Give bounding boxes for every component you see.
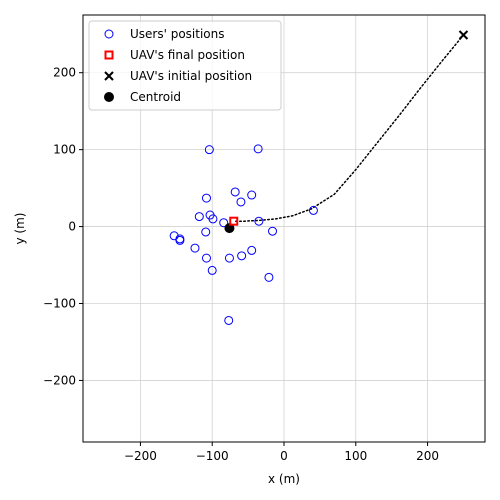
x-tick-label: −100 — [196, 449, 229, 463]
x-tick-label: 0 — [280, 449, 288, 463]
user-position-point — [236, 197, 246, 207]
legend-marker — [104, 92, 114, 102]
legend-label: UAV's initial position — [130, 69, 252, 83]
user-position-point — [230, 187, 240, 197]
user-position-point — [201, 227, 211, 237]
x-tick-label: 200 — [416, 449, 439, 463]
user-position-point — [224, 315, 234, 325]
user-position-point — [247, 245, 257, 255]
legend-marker — [104, 71, 114, 81]
user-position-point — [194, 212, 204, 222]
user-position-point — [175, 235, 185, 245]
x-marker-stroke — [104, 71, 114, 81]
user-position-point — [201, 193, 211, 203]
y-tick-label: −200 — [43, 373, 76, 387]
legend-box — [88, 20, 282, 111]
trajectory-line — [233, 34, 465, 222]
y-tick-label: −100 — [43, 297, 76, 311]
x-tick-label: 100 — [344, 449, 367, 463]
user-position-point — [268, 226, 278, 236]
legend-entry-centroid: Centroid — [104, 90, 181, 104]
user-position-point — [219, 218, 229, 228]
legend-entry-users: Users' positions — [104, 27, 225, 41]
y-axis-label: y (m) — [13, 213, 27, 245]
user-position-point — [207, 265, 217, 275]
user-position-point — [224, 253, 234, 263]
legend: Users' positions UAV's final position UAV'… — [88, 20, 282, 111]
axis-ticks: −200 −100 0 100 200 −200 −100 0 100 200 — [43, 66, 439, 463]
x-axis-label: x (m) — [268, 472, 300, 486]
uav-final-position-point — [229, 216, 239, 226]
legend-label: Centroid — [130, 90, 181, 104]
x-tick-label: −200 — [124, 449, 157, 463]
user-position-point — [264, 272, 274, 282]
user-position-point — [201, 253, 211, 263]
grid-lines — [83, 15, 485, 442]
user-position-point — [237, 251, 247, 261]
x-marker-stroke — [458, 30, 469, 40]
legend-label: UAV's final position — [130, 48, 245, 62]
user-position-point — [308, 205, 318, 215]
uav-trajectory — [233, 34, 465, 222]
legend-marker — [104, 29, 114, 39]
data-points — [169, 30, 469, 325]
y-tick-label: 0 — [68, 220, 76, 234]
legend-entry-uav-final: UAV's final position — [104, 48, 245, 62]
y-tick-label: 100 — [53, 143, 76, 157]
legend-entry-uav-initial: UAV's initial position — [104, 69, 252, 83]
user-position-point — [247, 190, 257, 200]
uav-initial-position-point — [458, 30, 469, 40]
y-tick-label: 200 — [53, 66, 76, 80]
user-position-point — [169, 231, 179, 241]
user-position-point — [208, 214, 218, 224]
legend-label: Users' positions — [130, 27, 225, 41]
user-position-point — [253, 144, 263, 154]
user-position-point — [190, 243, 200, 253]
user-position-point — [254, 216, 264, 226]
legend-marker — [104, 50, 114, 60]
user-position-point — [204, 145, 214, 155]
